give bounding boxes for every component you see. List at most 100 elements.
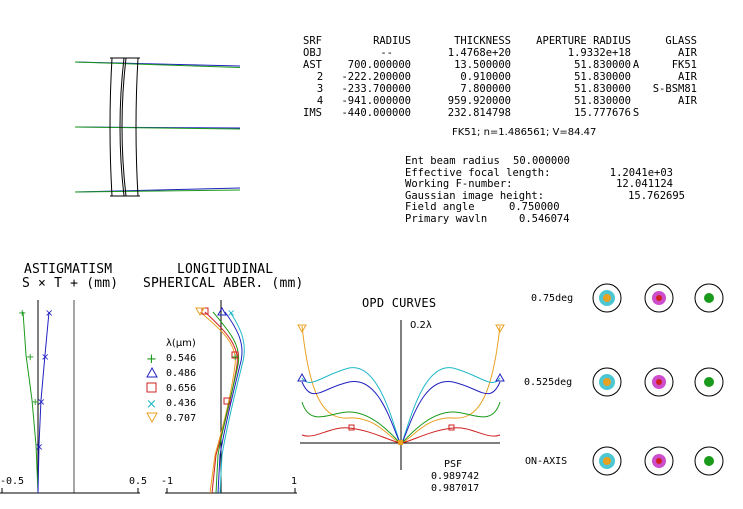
cell-glass: S-BSM81 [652,83,697,95]
legend-item-0436: 0.436 [166,398,197,409]
cell-srf: AST [303,59,322,71]
surface-data-table: SRF RADIUS THICKNESS APERTURE RADIUS GLA… [303,35,697,119]
table-row: AST 700.000000 13.500000 51.830000 A FK5… [303,59,697,71]
cell-aperture: 51.830000 [574,59,631,71]
svg-text:×: × [41,352,49,363]
opd-curves-plot [297,320,505,470]
spot-row-0-75deg [592,283,724,313]
cross-marker-icon: × [146,397,157,412]
cell-srf: 3 [316,83,324,95]
cell-thickness: 7.800000 [460,83,511,95]
system-info-panel: Ent beam radius 50.000000 Effective focal… [405,155,685,225]
cell-thickness: 959.920000 [447,95,511,107]
cell-aperture: 1.9332e+18 [567,47,631,59]
cell-aperture: 51.830000 [574,71,631,83]
cell-radius: 700.000000 [347,59,411,71]
table-row: 3 -233.700000 7.800000 51.830000 S-BSM81 [303,83,697,95]
legend-item-0707: 0.707 [166,413,197,424]
info-row: Field angle 0.750000 [405,201,560,213]
spot-field-label-0-75deg: 0.75deg [531,293,574,304]
spherical-aberration-plot: × + [165,300,297,494]
legend-item-0486: 0.486 [166,368,197,379]
table-row: IMS -440.000000 232.814798 15.777676 S [303,107,697,119]
psf-label: PSF [444,459,463,470]
col-header: THICKNESS [454,35,511,47]
astigmatism-title: ASTIGMATISM [24,262,113,277]
table-row: 4 -941.000000 959.920000 51.830000 AIR [303,95,697,107]
sph-x-max-label: 1 [291,476,298,487]
cell-radius: -222.200000 [341,71,411,83]
col-header: APERTURE RADIUS [536,35,631,47]
astigmatism-plot: + + + × × × × [0,300,140,494]
svg-text:×: × [35,442,43,453]
col-header: RADIUS [373,35,411,47]
cell-flag [631,47,641,59]
svg-text:×: × [37,397,45,408]
spot-diagrams [592,283,724,476]
astig-x-max-label: 0.5 [129,476,148,487]
svg-text:+: + [231,352,239,363]
wavelength-legend-markers: + × [146,352,158,424]
spot-field-label-0-525deg: 0.525deg [524,377,573,388]
cell-aperture: 15.777676 [574,107,631,119]
cell-thickness: 232.814798 [447,107,511,119]
info-row: Ent beam radius 50.000000 [405,155,570,167]
table-row: OBJ -- 1.4768e+20 1.9332e+18 AIR [303,47,697,59]
legend-item-0546: 0.546 [166,353,197,364]
wavelength-legend-title: λ(µm) [166,338,196,349]
spot-row-0-525deg [592,367,724,397]
col-header: SRF [303,35,322,47]
cell-glass [641,107,697,119]
square-marker-icon [146,382,157,393]
cell-glass: AIR [678,95,697,107]
cell-glass: AIR [678,71,697,83]
opd-scale-label: 0.2λ [410,320,432,331]
cell-srf: OBJ [303,47,322,59]
cell-thickness: 0.910000 [460,71,511,83]
cell-glass: AIR [678,47,697,59]
spot-field-label-on-axis: ON-AXIS [525,456,568,467]
svg-text:+: + [26,352,34,363]
down-triangle-marker-icon [146,412,158,424]
info-row: Gaussian image height: 15.762695 [405,189,685,202]
plus-marker-icon: + [146,352,157,367]
astig-x-min-label: -0.5 [0,476,25,487]
astigmatism-subtitle: S × T + (mm) [22,276,119,291]
cell-srf: IMS [303,107,322,119]
table-header-row: SRF RADIUS THICKNESS APERTURE RADIUS GLA… [303,35,697,47]
info-row: Working F-number: 12.041124 [405,178,673,190]
psf-value-1: 0.987017 [431,483,480,494]
col-header: GLASS [665,35,697,47]
cell-radius: -941.000000 [341,95,411,107]
longitudinal-subtitle: SPHERICAL ABER. (mm) [143,276,304,291]
cell-radius: -233.700000 [341,83,411,95]
cell-radius: -- [380,47,393,59]
opd-title: OPD CURVES [362,296,437,310]
cell-glass: FK51 [671,59,697,71]
svg-text:×: × [227,308,235,319]
cell-aperture: 51.830000 [574,95,631,107]
cell-flag [631,71,641,83]
cell-flag: S [632,107,640,119]
sph-x-min-label: -1 [161,476,174,487]
cell-srf: 2 [316,71,324,83]
cell-flag [631,95,641,107]
info-row: Primary wavln 0.546074 [405,212,570,225]
svg-text:+: + [31,397,39,408]
table-row: 2 -222.200000 0.910000 51.830000 AIR [303,71,697,83]
glass-note: FK51; n=1.486561; V=84.47 [452,127,597,138]
svg-text:+: + [18,308,26,319]
cell-srf: 4 [316,95,324,107]
lens-layout-diagram [74,57,241,197]
cell-aperture: 51.830000 [574,83,631,95]
spot-row-on-axis [592,446,724,476]
legend-item-0656: 0.656 [166,383,197,394]
cell-radius: -440.000000 [341,107,411,119]
cell-flag [631,83,641,95]
psf-value-0: 0.989742 [431,471,480,482]
info-row: Effective focal length: 1.2041e+03 [405,166,673,179]
cell-thickness: 1.4768e+20 [447,47,511,59]
triangle-marker-icon [146,366,158,378]
